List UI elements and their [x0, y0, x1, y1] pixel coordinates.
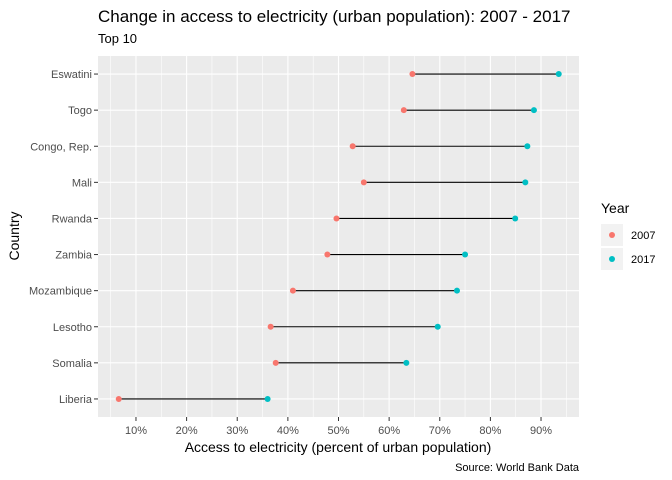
y-tick-label: Mozambique: [29, 286, 92, 298]
legend-title: Year: [601, 200, 630, 216]
data-point-2017: [522, 179, 529, 186]
x-tick-label: 80%: [479, 425, 501, 437]
chart-subtitle: Top 10: [98, 31, 137, 46]
data-points: [115, 71, 562, 402]
data-point-2007: [349, 143, 356, 150]
dumbbell-segments: [118, 73, 559, 400]
data-point-2007: [324, 251, 331, 258]
data-point-2007: [360, 179, 367, 186]
x-tick-label: 90%: [530, 425, 552, 437]
chart-caption: Source: World Bank Data: [455, 462, 580, 474]
y-tick-label: Somalia: [52, 358, 93, 370]
x-tick-label: 20%: [176, 425, 198, 437]
data-point-2007: [115, 395, 122, 402]
data-point-2017: [530, 107, 537, 114]
y-tick-label: Mali: [72, 177, 92, 189]
data-point-2007: [289, 287, 296, 294]
data-point-2017: [462, 251, 469, 258]
x-tick-label: 60%: [378, 425, 400, 437]
legend-key-2017: [609, 256, 615, 262]
x-axis-label: Access to electricity (percent of urban …: [185, 439, 492, 455]
data-point-2017: [403, 359, 410, 366]
x-axis-tick-labels: 10% 20% 30% 40% 50% 60% 70% 80% 90%: [125, 417, 552, 437]
y-tick-label: Liberia: [59, 394, 93, 406]
x-tick-label: 50%: [327, 425, 349, 437]
data-point-2007: [267, 323, 274, 330]
data-point-2017: [264, 395, 271, 402]
data-point-2017: [512, 215, 519, 222]
y-tick-label: Rwanda: [52, 213, 93, 225]
data-point-2017: [524, 143, 531, 150]
y-tick-label: Zambia: [55, 250, 93, 262]
data-point-2017: [555, 71, 562, 78]
x-tick-label: 70%: [429, 425, 451, 437]
chart-title: Change in access to electricity (urban p…: [98, 7, 571, 26]
data-point-2007: [409, 71, 416, 78]
data-point-2007: [400, 107, 407, 114]
y-tick-label: Eswatini: [51, 69, 92, 81]
legend-key-2007: [609, 232, 615, 238]
x-tick-label: 10%: [125, 425, 147, 437]
y-tick-label: Congo, Rep.: [30, 141, 92, 153]
data-point-2017: [453, 287, 460, 294]
data-point-2007: [333, 215, 340, 222]
legend: Year 2007 2017: [601, 200, 655, 270]
y-tick-label: Lesotho: [53, 322, 92, 334]
legend-label: 2017: [631, 254, 655, 266]
y-axis-tick-labels: Eswatini Togo Congo, Rep. Mali Rwanda Zambia M…: [29, 69, 98, 406]
y-tick-label: Togo: [68, 105, 92, 117]
y-axis-label: Country: [6, 211, 22, 260]
x-tick-label: 30%: [226, 425, 248, 437]
data-point-2007: [272, 359, 279, 366]
legend-label: 2007: [631, 230, 655, 242]
x-tick-label: 40%: [277, 425, 299, 437]
data-point-2017: [434, 323, 441, 330]
